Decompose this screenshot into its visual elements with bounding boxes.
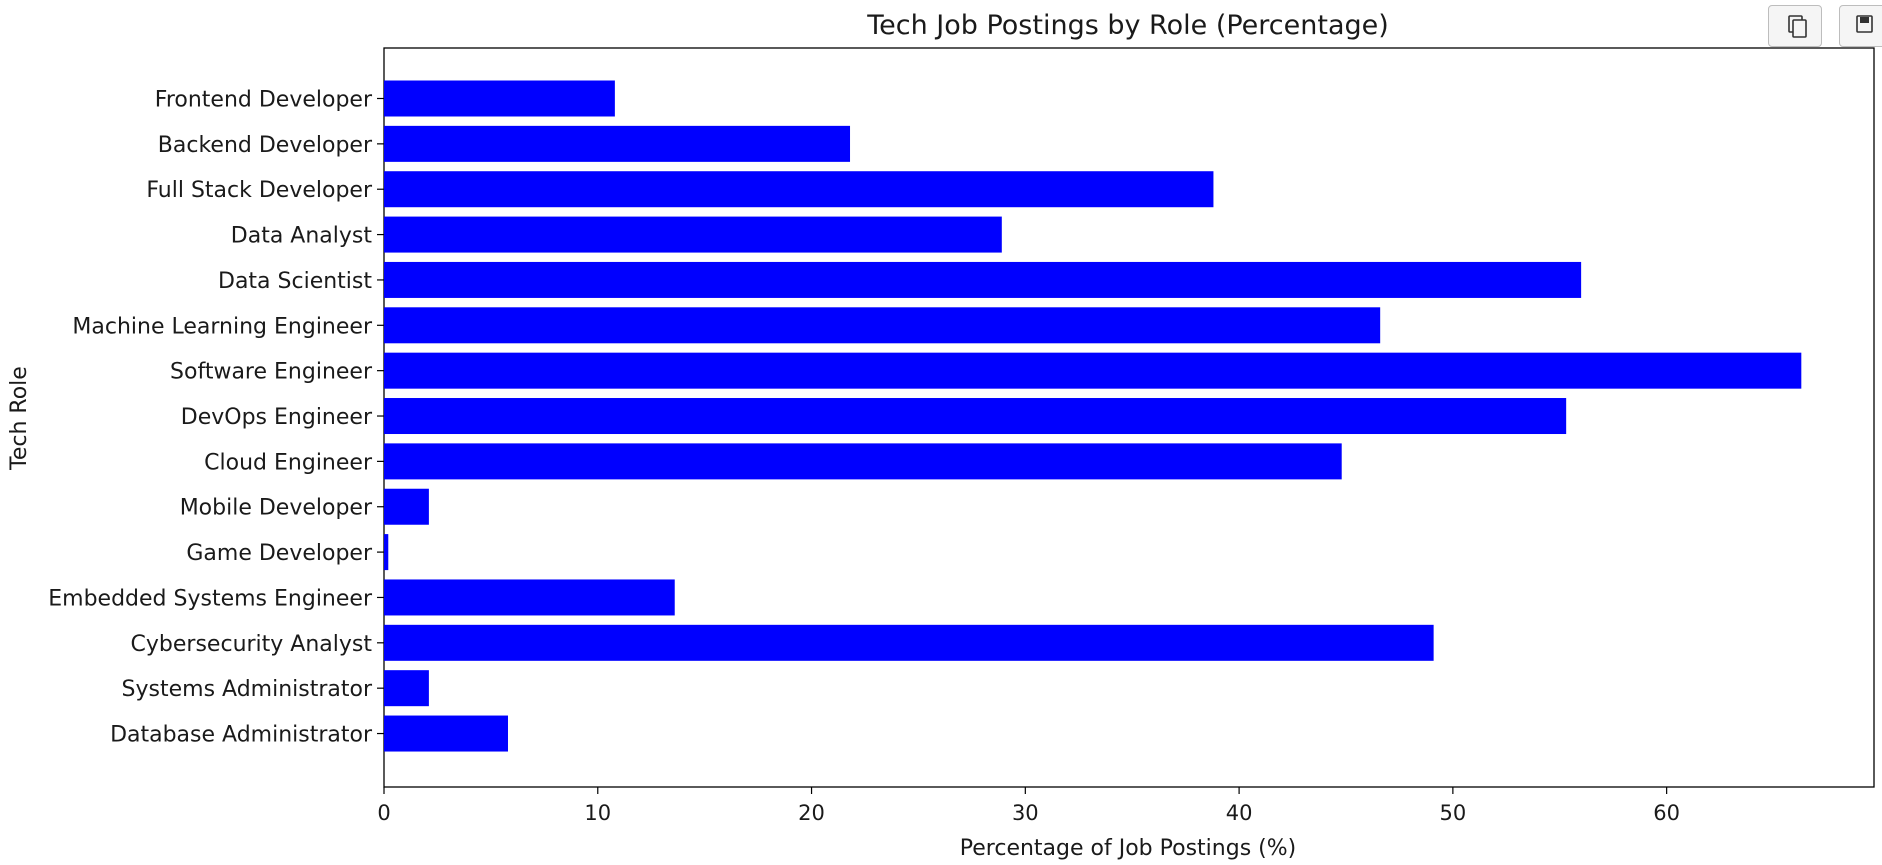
bar-full-stack-developer (384, 171, 1214, 208)
bar-mobile-developer (384, 488, 429, 525)
x-tick-label: 50 (1439, 801, 1466, 825)
y-tick-labels: Frontend Developer Backend Developer Full … (48, 88, 384, 748)
x-tick-label: 30 (1012, 801, 1039, 825)
bar-devops-engineer (384, 398, 1567, 435)
bar-embedded-systems-engineer (384, 579, 675, 616)
y-tick-label: Cybersecurity Analyst (131, 632, 373, 657)
floppy-disk-icon (1856, 15, 1873, 33)
y-tick-label: Full Stack Developer (146, 178, 373, 203)
bars-layer (384, 80, 1802, 752)
y-tick-label: Mobile Developer (180, 496, 373, 521)
bar-backend-developer (384, 125, 851, 162)
save-button[interactable] (1839, 5, 1882, 47)
x-ticks: 0 10 20 30 40 50 60 (377, 787, 1680, 825)
y-tick-label: Frontend Developer (155, 88, 373, 113)
bar-game-developer (384, 534, 389, 571)
copy-button[interactable] (1768, 5, 1822, 47)
bar-data-scientist (384, 261, 1582, 298)
y-tick-label: Data Analyst (231, 224, 373, 249)
bar-database-administrator (384, 715, 508, 752)
y-axis-label: Tech Role (7, 366, 32, 471)
x-tick-label: 40 (1226, 801, 1253, 825)
bar-machine-learning-engineer (384, 307, 1381, 344)
y-tick-label: Game Developer (186, 541, 373, 566)
y-tick-label: Embedded Systems Engineer (48, 586, 373, 611)
bar-cybersecurity-analyst (384, 624, 1434, 661)
y-tick-label: Systems Administrator (122, 677, 373, 702)
y-tick-label: Cloud Engineer (204, 450, 373, 475)
y-tick-label: Database Administrator (110, 723, 373, 748)
bar-systems-administrator (384, 670, 429, 707)
bar-data-analyst (384, 216, 1002, 253)
bar-software-engineer (384, 352, 1802, 389)
bar-cloud-engineer (384, 443, 1342, 480)
copy-icon (1788, 15, 1807, 38)
x-axis-label: Percentage of Job Postings (%) (960, 836, 1296, 861)
y-tick-label: DevOps Engineer (181, 405, 373, 430)
x-tick-label: 20 (798, 801, 825, 825)
x-tick-label: 0 (377, 801, 390, 825)
x-tick-label: 60 (1653, 801, 1680, 825)
y-tick-label: Machine Learning Engineer (72, 314, 373, 339)
y-tick-label: Software Engineer (170, 360, 373, 385)
y-tick-label: Backend Developer (158, 133, 373, 158)
y-tick-label: Data Scientist (218, 269, 372, 294)
x-tick-label: 10 (584, 801, 611, 825)
chart-title: Tech Job Postings by Role (Percentage) (866, 10, 1389, 41)
bar-frontend-developer (384, 80, 615, 117)
